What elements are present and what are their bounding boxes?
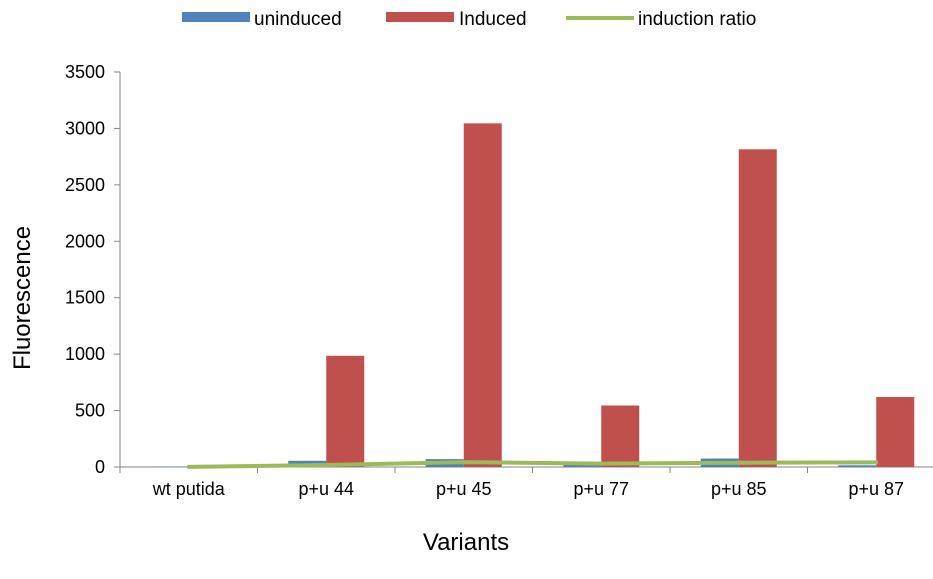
bar-induced xyxy=(601,405,640,467)
y-tick-label: 1000 xyxy=(65,344,105,364)
x-tick-label: p+u 44 xyxy=(298,479,354,499)
legend-label: Induced xyxy=(459,9,527,30)
x-tick-label: wt putida xyxy=(152,479,226,499)
bars xyxy=(150,123,915,468)
x-tick-label: p+u 77 xyxy=(573,479,629,499)
x-tick-label: p+u 87 xyxy=(848,479,904,499)
y-tick-label: 3500 xyxy=(65,62,105,82)
y-tick-label: 3000 xyxy=(65,118,105,138)
legend-label: induction ratio xyxy=(638,9,756,30)
bar-uninduced xyxy=(563,464,602,467)
legend-label: uninduced xyxy=(254,9,342,30)
legend-swatch xyxy=(386,12,454,22)
y-tick-label: 2000 xyxy=(65,231,105,251)
x-tick-label: p+u 45 xyxy=(436,479,492,499)
x-tick-label: p+u 85 xyxy=(711,479,767,499)
legend-swatch xyxy=(182,12,250,22)
bar-induced xyxy=(738,149,777,468)
line-induction-ratio xyxy=(186,460,879,469)
legend: uninduced Induced induction ratio xyxy=(182,9,756,30)
x-axis-title: Variants xyxy=(423,529,509,556)
y-axis-title: Fluorescence xyxy=(9,226,36,370)
bar-induced xyxy=(463,123,502,467)
bar-induced xyxy=(326,355,365,467)
y-tick-label: 500 xyxy=(75,401,105,421)
y-axis: 0 500 1000 1500 2000 2500 3000 3500 xyxy=(65,62,121,477)
bar-induced xyxy=(876,397,915,467)
bar-uninduced xyxy=(838,465,877,467)
lines xyxy=(186,460,879,469)
y-tick-label: 0 xyxy=(95,457,105,477)
y-tick-label: 2500 xyxy=(65,175,105,195)
x-axis: wt putida p+u 44 p+u 45 p+u 77 p+u 85 p+u 87 xyxy=(119,466,933,499)
y-tick-label: 1500 xyxy=(65,288,105,308)
